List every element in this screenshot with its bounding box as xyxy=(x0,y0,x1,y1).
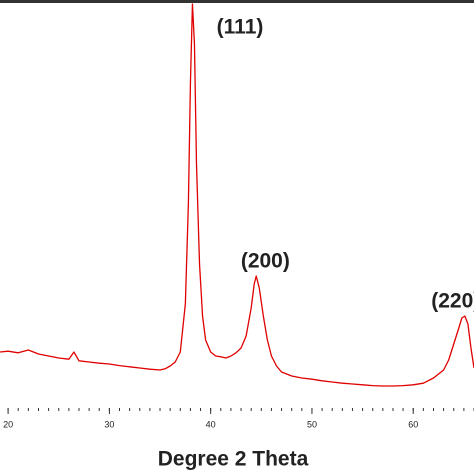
x-tick-label: 20 xyxy=(3,419,13,429)
peak-label: (220) xyxy=(431,290,474,313)
top-border xyxy=(0,0,474,3)
peak-label: (111) xyxy=(217,16,264,39)
x-tick-label: 40 xyxy=(206,419,216,429)
x-tick-label: 60 xyxy=(408,419,418,429)
x-tick-label: 30 xyxy=(104,419,114,429)
xrd-line xyxy=(0,3,474,387)
x-tick-label: 50 xyxy=(307,419,317,429)
x-axis-title: Degree 2 Theta xyxy=(158,448,309,471)
peak-label: (200) xyxy=(241,250,290,273)
